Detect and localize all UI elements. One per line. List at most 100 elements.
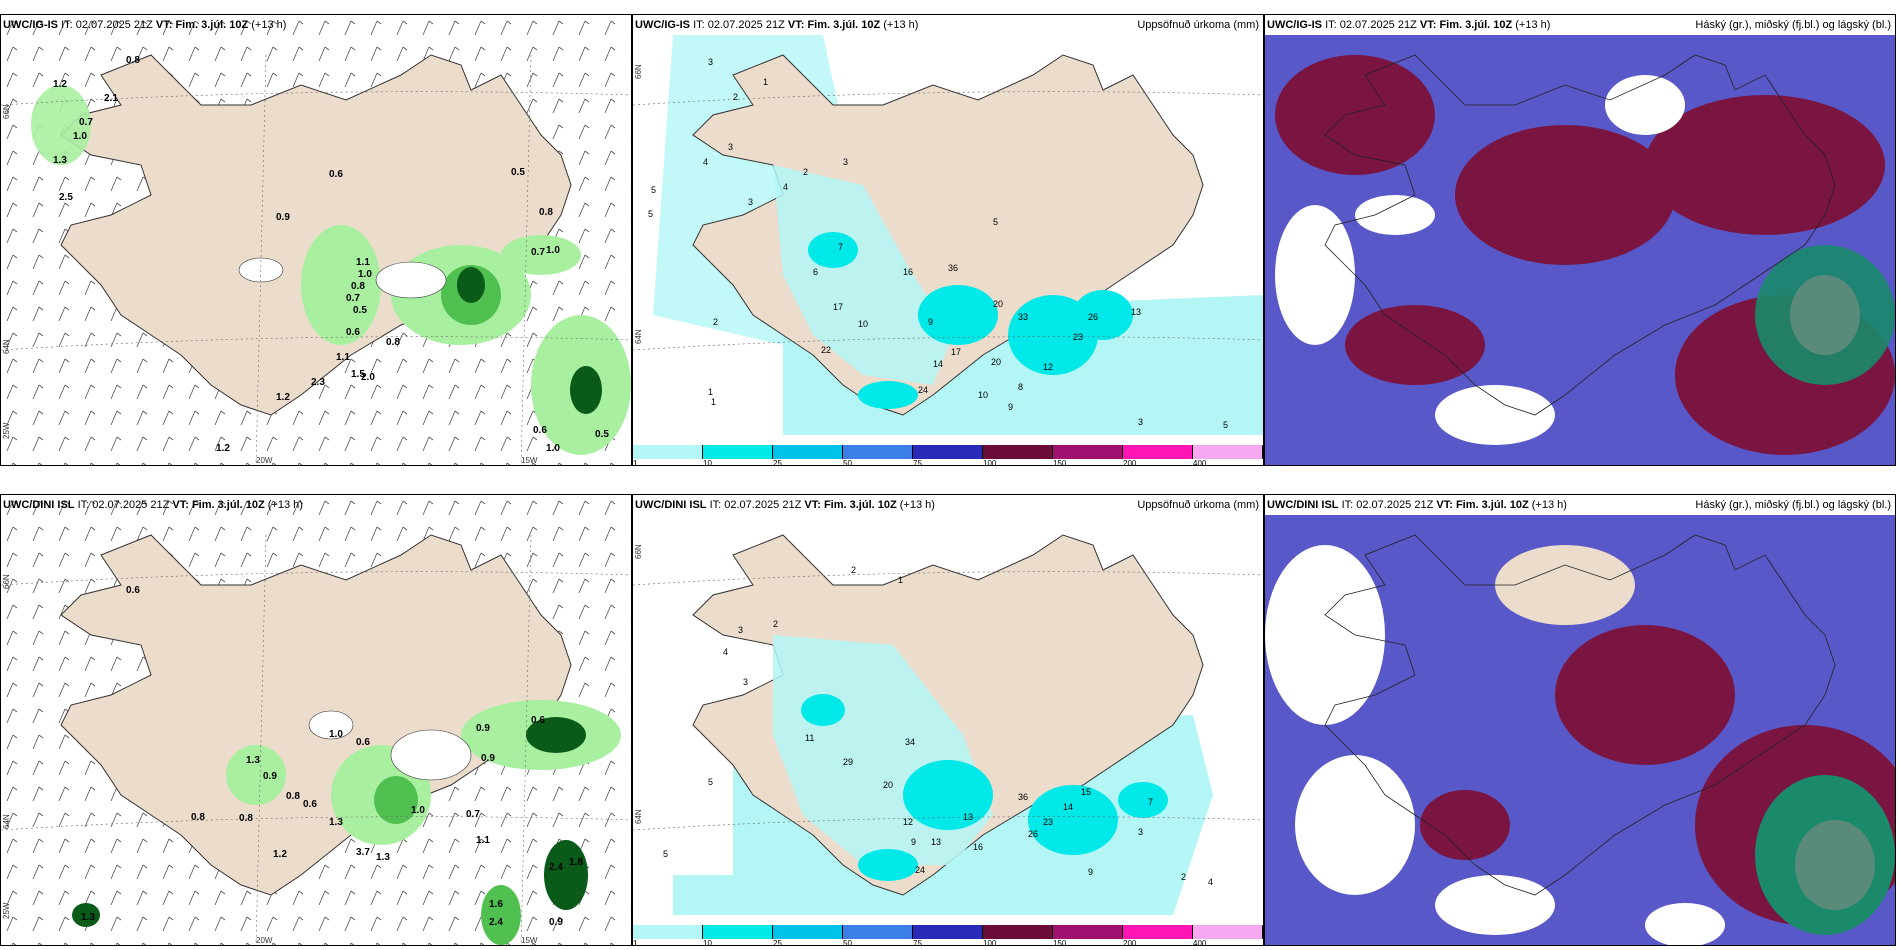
value-label: 2	[803, 167, 808, 177]
value-label: 2.3	[311, 377, 325, 388]
value-label: 0.6	[329, 169, 343, 180]
value-label: 1.0	[329, 729, 343, 740]
precip-colorbar: 1 10 25 50 75 100 150 200 400	[633, 917, 1263, 945]
value-label: 1.3	[246, 755, 260, 766]
panel-header: UWC/DINI ISL IT: 02.07.2025 21Z VT: Fim.…	[635, 499, 935, 511]
precip-areas	[31, 85, 631, 455]
value-label: 1.3	[376, 852, 390, 863]
value-label: 1.0	[411, 805, 425, 816]
value-label: 2	[773, 619, 778, 629]
value-label: 2.5	[59, 192, 73, 203]
value-label: 1.8	[569, 857, 583, 868]
lat-label-64: 64N	[634, 809, 643, 824]
value-label: 3.7	[356, 847, 370, 858]
value-label: 0.5	[511, 167, 525, 178]
value-label: 14	[1063, 802, 1073, 812]
value-label: 0.8	[286, 791, 300, 802]
value-label: 36	[1018, 792, 1028, 802]
value-label: 3	[843, 157, 848, 167]
colorbar-tick: 1	[633, 939, 638, 946]
cloud-layers	[1265, 515, 1895, 945]
value-label: 10	[978, 390, 988, 400]
value-label: 0.7	[466, 809, 480, 820]
value-label: 3	[708, 57, 713, 67]
value-label: 13	[963, 812, 973, 822]
value-label: 0.9	[549, 917, 563, 928]
panel-header: UWC/IG-IS IT: 02.07.2025 21Z VT: Fim. 3.…	[3, 19, 287, 31]
value-label: 29	[843, 757, 853, 767]
value-label: 6	[813, 267, 818, 277]
panel-bottom-accum: UWC/DINI ISL IT: 02.07.2025 21Z VT: Fim.…	[632, 494, 1264, 946]
value-label: 2	[1181, 872, 1186, 882]
colorbar-swatch	[633, 445, 703, 459]
value-label: 11	[805, 733, 814, 743]
panel-right-title: Háský (gr.), miðský (fj.bl.) og lágský (…	[1695, 499, 1891, 511]
value-label: 1.0	[546, 245, 560, 256]
value-label: 0.8	[126, 55, 140, 66]
lat-label-66: 66N	[634, 64, 643, 79]
value-label: 14	[933, 359, 943, 369]
accum-value-labels: 2 1 3 2 4 5 3 11 29 34 20 12 13 16 9 24 …	[663, 565, 1213, 887]
glaciers	[308, 710, 472, 781]
panel-top-accum: UWC/IG-IS IT: 02.07.2025 21Z VT: Fim. 3.…	[632, 14, 1264, 466]
value-label: 1.5	[351, 369, 365, 380]
value-label: 0.7	[531, 247, 545, 258]
colorbar-swatch	[983, 925, 1053, 939]
colorbar-swatch	[1053, 925, 1123, 939]
colorbar-tick: 100	[983, 459, 997, 466]
precip-map: 66N 64N 25W 20W 15W 0.6 1.0 0.6 1.3 0.9 …	[1, 495, 631, 945]
value-label: 8	[1018, 382, 1023, 392]
value-label: 0.6	[126, 585, 140, 596]
lon-label-25: 25W	[2, 422, 11, 439]
value-label: 1.2	[276, 392, 290, 403]
value-label: 0.7	[346, 293, 360, 304]
value-label: 1.1	[476, 835, 490, 846]
value-label: 12	[1043, 362, 1053, 372]
value-label: 0.8	[351, 281, 365, 292]
lat-label-64: 64N	[2, 814, 11, 829]
lon-label-15: 15W	[521, 456, 538, 465]
value-label: 7	[1148, 797, 1153, 807]
value-label: 4	[783, 182, 788, 192]
value-label: 2.0	[361, 372, 375, 383]
value-label: 3	[748, 197, 753, 207]
value-label: 4	[723, 647, 728, 657]
graticule	[633, 91, 1263, 351]
colorbar-swatch	[1123, 445, 1193, 459]
value-label: 1	[708, 387, 713, 397]
graticule	[1, 54, 631, 465]
value-label: 15	[1081, 787, 1091, 797]
value-label: 9	[1008, 402, 1013, 412]
value-label: 5	[993, 217, 998, 227]
value-label: 10	[858, 319, 868, 329]
panel-right-title: Háský (gr.), miðský (fj.bl.) og lágský (…	[1695, 19, 1891, 31]
value-label: 0.7	[79, 117, 93, 128]
panel-header: UWC/IG-IS IT: 02.07.2025 21Z VT: Fim. 3.…	[1267, 19, 1551, 31]
value-label: 5	[648, 209, 653, 219]
value-label: 0.6	[533, 425, 547, 436]
lat-label-64: 64N	[2, 339, 11, 354]
value-label: 16	[973, 842, 983, 852]
panel-right-title: Uppsöfnuð úrkoma (mm)	[1137, 19, 1259, 31]
value-label: 9	[928, 317, 933, 327]
value-label: 1.0	[358, 269, 372, 280]
value-label: 24	[915, 865, 925, 875]
accum-overlay	[773, 165, 1133, 409]
lat-label-64: 64N	[634, 329, 643, 344]
accum-value-labels: 3 2 1 4 3 2 1 5 3 4 2 3 7 6 5 17 10 16 3…	[648, 57, 1228, 430]
lon-label-25: 25W	[2, 902, 11, 919]
value-label: 0.9	[263, 771, 277, 782]
value-label: 20	[883, 780, 893, 790]
lon-label-20: 20W	[256, 456, 273, 465]
value-label: 0.8	[191, 812, 205, 823]
colorbar-swatch	[983, 445, 1053, 459]
colorbar-swatch	[1193, 445, 1263, 459]
value-label: 13	[1131, 307, 1141, 317]
precip-map: 66N 64N 25W 20W 15W 0.8 1.2 2.1 0.7 1.0 …	[1, 15, 631, 465]
colorbar-swatch	[913, 925, 983, 939]
panel-header: UWC/DINI ISL IT: 02.07.2025 21Z VT: Fim.…	[1267, 499, 1567, 511]
panel-header: UWC/IG-IS IT: 02.07.2025 21Z VT: Fim. 3.…	[635, 19, 919, 31]
colorbar-tick: 10	[703, 939, 712, 946]
value-label: 7	[838, 242, 843, 252]
panel-top-clouds: UWC/IG-IS IT: 02.07.2025 21Z VT: Fim. 3.…	[1264, 14, 1896, 466]
